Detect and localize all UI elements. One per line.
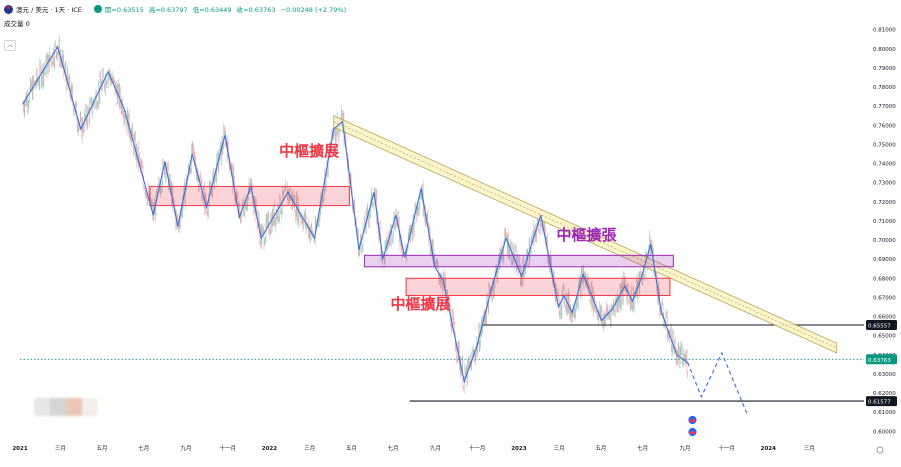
y-tick-label: 0.63000: [873, 372, 896, 378]
symbol-title[interactable]: 澳元 / 美元 · 1天 · ICE: [16, 6, 82, 14]
y-tick-label: 0.65000: [873, 334, 896, 340]
zone-box-red[interactable]: [405, 277, 671, 296]
y-tick-label: 0.62000: [873, 391, 896, 397]
close-value: 收=0.63763: [236, 6, 276, 14]
x-tick-label: 七月: [637, 444, 648, 452]
level-low-badge: 0.61577: [868, 400, 891, 406]
chart-header: 澳元 / 美元 · 1天 · ICE 開=0.63515 高=0.63797 低…: [4, 2, 864, 36]
y-tick-label: 0.70000: [873, 238, 896, 244]
change-value: −0.00248 (+2.79%): [280, 6, 347, 14]
open-value: 開=0.63515: [104, 6, 144, 14]
x-tick-label: 七月: [388, 444, 399, 452]
y-tick-label: 0.68000: [873, 276, 896, 282]
volume-row: 成交量 0: [4, 16, 864, 30]
event-flag-stripe: [689, 419, 696, 422]
annotation-label: 中樞擴展: [279, 142, 339, 160]
settings-gear-icon[interactable]: [876, 446, 884, 454]
y-tick-label: 0.75000: [873, 142, 896, 148]
y-tick-label: 0.69000: [873, 257, 896, 263]
y-tick-label: 0.74000: [873, 162, 896, 168]
x-tick-label: 三月: [554, 445, 565, 452]
x-tick-label: 三月: [804, 445, 815, 452]
y-tick-label: 0.71000: [873, 219, 896, 225]
last-price-badge-bg: [866, 354, 897, 365]
y-tick-label: 0.78000: [873, 85, 896, 91]
annotation-label: 中樞擴展: [390, 295, 450, 313]
ohlc-values: 開=0.63515 高=0.63797 低=0.63449 收=0.63763 …: [105, 4, 349, 14]
zone-box-purple[interactable]: [363, 254, 674, 268]
y-tick-label: 0.67000: [873, 295, 896, 301]
x-tick-label: 七月: [138, 444, 149, 452]
x-tick-label: 十一月: [718, 444, 735, 452]
level-low-badge-bg: [866, 396, 897, 407]
y-tick-label: 0.66000: [873, 315, 896, 321]
zone-box-red[interactable]: [149, 185, 350, 207]
y-tick-label: 0.72000: [873, 200, 896, 206]
event-flag-stripe: [689, 431, 696, 434]
zigzag-line[interactable]: [22, 45, 688, 384]
y-tick-label: 0.79000: [873, 66, 896, 72]
last-price-badge: 0.63763: [868, 358, 891, 364]
x-tick-label: 十一月: [469, 444, 486, 452]
level-high-badge: 0.65557: [868, 323, 891, 329]
x-tick-label: 三月: [304, 445, 315, 452]
x-tick-label: 九月: [181, 444, 192, 452]
x-tick-label: 三月: [55, 445, 66, 452]
x-tick-label: 五月: [97, 445, 108, 452]
x-tick-label: 九月: [430, 444, 441, 452]
annotation-label: 中樞擴張: [557, 226, 618, 244]
y-tick-label: 0.60000: [873, 429, 896, 435]
x-tick-label: 2024: [761, 446, 776, 452]
currency-flag-icon: [4, 4, 13, 14]
y-tick-label: 0.76000: [873, 123, 896, 129]
symbol-row: 澳元 / 美元 · 1天 · ICE 開=0.63515 高=0.63797 低…: [4, 2, 864, 16]
market-status-icon: [93, 5, 102, 13]
x-tick-label: 十一月: [219, 444, 236, 452]
collapse-chevron-icon[interactable]: ︿: [4, 40, 16, 51]
y-tick-label: 0.73000: [873, 181, 896, 187]
level-high-badge-bg: [866, 319, 897, 330]
y-tick-label: 0.81000: [873, 28, 896, 34]
x-tick-label: 2021: [12, 446, 27, 452]
x-tick-label: 五月: [346, 445, 357, 452]
low-value: 低=0.63449: [192, 6, 232, 14]
x-tick-label: 九月: [679, 444, 690, 452]
y-tick-label: 0.77000: [873, 104, 896, 110]
x-tick-label: 2023: [511, 446, 526, 452]
blurred-watermark: [34, 398, 98, 416]
x-tick-label: 2022: [262, 446, 277, 452]
x-tick-label: 五月: [595, 445, 606, 452]
volume-label: 成交量 0: [4, 20, 30, 28]
y-tick-label: 0.61000: [873, 410, 896, 416]
trend-channel[interactable]: [333, 115, 838, 354]
y-tick-label: 0.80000: [873, 47, 896, 53]
projection-line[interactable]: [687, 351, 748, 415]
high-value: 高=0.63797: [148, 6, 188, 14]
